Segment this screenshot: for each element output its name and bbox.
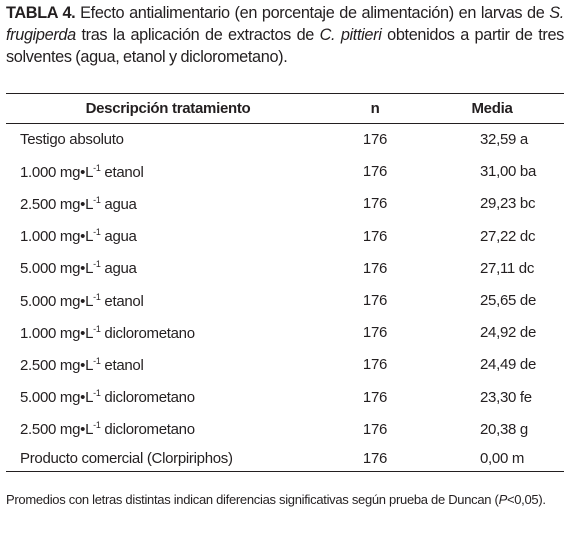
media-cell: 0,00 m xyxy=(480,449,525,467)
caption-label: TABLA 4. xyxy=(6,4,76,22)
n-cell: 176 xyxy=(362,163,388,181)
description-cell: 1.000 mg•L-1 etanol xyxy=(6,156,330,188)
footnote: Promedios con letras distintas indican d… xyxy=(6,491,564,508)
description-cell: 2.500 mg•L-1 diclorometano xyxy=(6,413,330,445)
exponent: -1 xyxy=(93,259,101,270)
table-row: 5.000 mg•L-1 etanol 176 25,65 de xyxy=(6,284,564,316)
solvent: etanol xyxy=(104,292,144,310)
media-cell: 20,38 g xyxy=(480,420,528,438)
dose: 5.000 mg•L xyxy=(20,389,94,407)
n-cell: 176 xyxy=(362,131,388,149)
n-cell: 176 xyxy=(362,195,388,213)
exponent: -1 xyxy=(93,323,101,334)
exponent: -1 xyxy=(93,420,101,431)
dose: 5.000 mg•L xyxy=(20,260,94,278)
description-cell: Producto comercial (Clorpiriphos) xyxy=(6,445,330,471)
n-cell: 176 xyxy=(362,259,388,277)
table-row: 2.500 mg•L-1 diclorometano 176 20,38 g xyxy=(6,413,564,445)
description-cell: 2.500 mg•L-1 etanol xyxy=(6,349,330,381)
solvent: agua xyxy=(104,228,137,246)
caption-text: obtenidos a partir de tres solventes (ag… xyxy=(6,26,564,66)
solvent: diclorometano xyxy=(104,389,195,407)
media-cell: 31,00 ba xyxy=(480,163,536,181)
media-cell: 25,65 de xyxy=(480,292,536,310)
footnote-variable: P xyxy=(498,492,508,507)
footnote-text: Promedios con letras distintas indican d… xyxy=(6,492,492,507)
solvent: agua xyxy=(104,195,137,213)
footnote-text: ( xyxy=(494,492,499,507)
caption: TABLA 4. Efecto antialimentario (en porc… xyxy=(6,2,564,68)
description-cell: 5.000 mg•L-1 diclorometano xyxy=(6,381,330,413)
n-cell: 176 xyxy=(362,420,388,438)
media-cell: 29,23 bc xyxy=(480,195,536,213)
table-row: Testigo absoluto 176 32,59 a xyxy=(6,124,564,156)
solvent: etanol xyxy=(104,356,144,374)
n-cell: 176 xyxy=(362,356,388,374)
description-cell: Testigo absoluto xyxy=(6,124,330,156)
table-row: 2.500 mg•L-1 agua 176 29,23 bc xyxy=(6,188,564,220)
table-row: 2.500 mg•L-1 etanol 176 24,49 de xyxy=(6,349,564,381)
solvent: agua xyxy=(104,260,137,278)
table-body: Testigo absoluto 176 32,59 a 1.000 mg•L-1 e… xyxy=(6,124,564,472)
table-row: 1.000 mg•L-1 etanol 176 31,00 ba xyxy=(6,156,564,188)
exponent: -1 xyxy=(93,194,101,205)
media-cell: 27,11 dc xyxy=(480,259,535,277)
header-cell: Descripción tratamiento xyxy=(85,100,251,117)
table-row: 5.000 mg•L-1 diclorometano 176 23,30 fe xyxy=(6,381,564,413)
header-cell: Media xyxy=(471,100,513,117)
dose: 1.000 mg•L xyxy=(20,228,94,246)
exponent: -1 xyxy=(93,227,101,238)
footnote-text: <0,05). xyxy=(506,492,546,507)
dose: 5.000 mg•L xyxy=(20,292,94,310)
table-row: 1.000 mg•L-1 diclorometano 176 24,92 de xyxy=(6,317,564,349)
media-cell: 27,22 dc xyxy=(480,227,536,245)
description-cell: 5.000 mg•L-1 etanol xyxy=(6,284,330,316)
caption-text: Efecto antialimentario (en porcentaje de… xyxy=(80,4,545,22)
n-cell: 176 xyxy=(362,388,388,406)
table-row: 1.000 mg•L-1 agua 176 27,22 dc xyxy=(6,220,564,252)
n-cell: 176 xyxy=(362,324,388,342)
exponent: -1 xyxy=(93,291,101,302)
header-row: Descripción tratamiento n Media xyxy=(6,93,564,124)
media-cell: 23,30 fe xyxy=(480,388,532,406)
exponent: -1 xyxy=(93,355,101,366)
description-cell: 1.000 mg•L-1 diclorometano xyxy=(6,317,330,349)
species: S. frugiperda xyxy=(6,4,564,44)
description-cell: 2.500 mg•L-1 agua xyxy=(6,188,330,220)
dose: 1.000 mg•L xyxy=(20,324,94,342)
header-cell: n xyxy=(370,100,380,117)
description: Producto comercial (Clorpiriphos) xyxy=(20,449,233,467)
media-cell: 24,92 de xyxy=(480,324,536,342)
description: Testigo absoluto xyxy=(20,131,124,149)
dose: 2.500 mg•L xyxy=(20,195,94,213)
species: C. pittieri xyxy=(319,26,382,44)
table-row: Producto comercial (Clorpiriphos) 176 0,00… xyxy=(6,445,564,472)
exponent: -1 xyxy=(93,388,101,399)
dose: 2.500 mg•L xyxy=(20,356,94,374)
n-cell: 176 xyxy=(362,292,388,310)
description-cell: 5.000 mg•L-1 agua xyxy=(6,252,330,284)
description-cell: 1.000 mg•L-1 agua xyxy=(6,220,330,252)
caption-text: tras la aplicación de extractos de xyxy=(81,26,314,44)
exponent: -1 xyxy=(93,162,101,173)
solvent: etanol xyxy=(104,163,144,181)
solvent: diclorometano xyxy=(104,421,195,439)
table: Descripción tratamiento n Media Testigo … xyxy=(6,93,564,472)
media-cell: 24,49 de xyxy=(480,356,536,374)
dose: 1.000 mg•L xyxy=(20,163,94,181)
dose: 2.500 mg•L xyxy=(20,421,94,439)
media-cell: 32,59 a xyxy=(480,131,528,149)
table-row: 5.000 mg•L-1 agua 176 27,11 dc xyxy=(6,252,564,284)
solvent: diclorometano xyxy=(104,324,195,342)
n-cell: 176 xyxy=(362,449,388,467)
n-cell: 176 xyxy=(362,227,388,245)
